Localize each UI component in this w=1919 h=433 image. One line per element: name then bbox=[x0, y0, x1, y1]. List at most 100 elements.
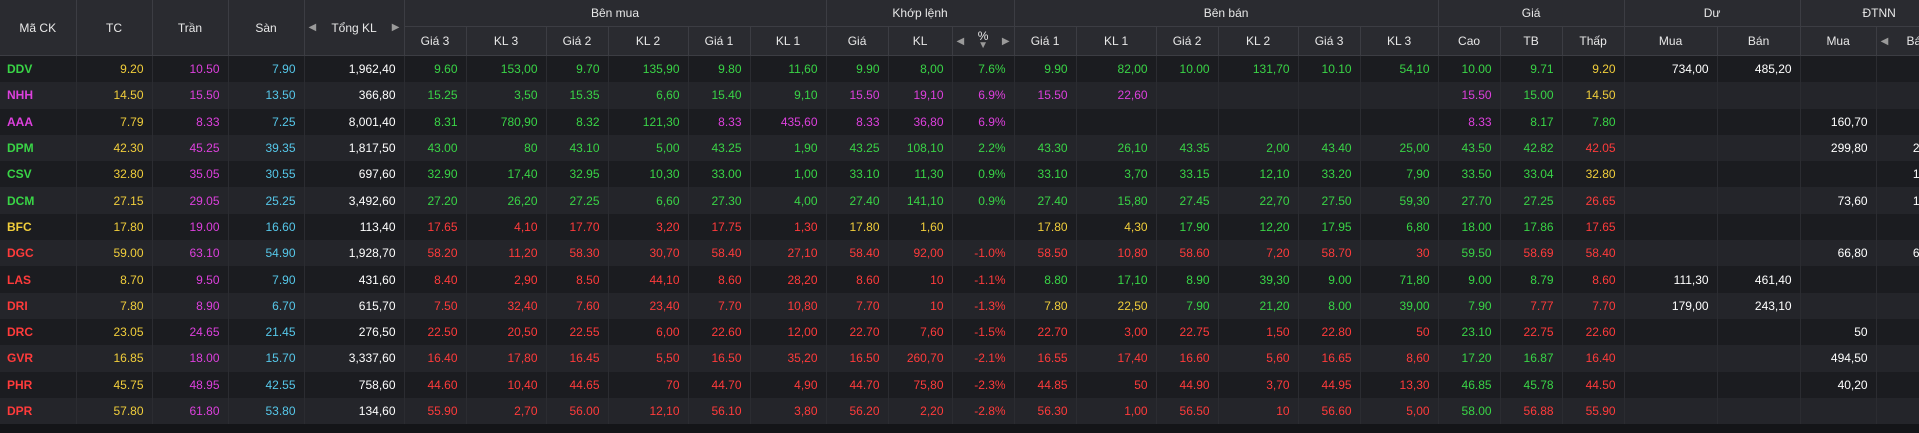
ask-price-3-cell: 10.10 bbox=[1298, 55, 1361, 83]
ask-vol-1-cell: 15,80 bbox=[1076, 187, 1157, 214]
match-price-cell: 16.50 bbox=[826, 345, 889, 372]
total-volume-cell: 3,337,60 bbox=[304, 345, 405, 372]
caret-left-icon[interactable]: ◀ bbox=[956, 35, 965, 47]
bid-vol-2-cell: 10,30 bbox=[608, 161, 689, 188]
ask-vol-2-cell: 3,70 bbox=[1218, 371, 1299, 398]
match-pct-cell: -1.1% bbox=[952, 266, 1015, 293]
table-row[interactable]: DDV 9.20 10.50 7.90 1,962,40 9.60 153,00 9.70 13… bbox=[0, 55, 1919, 83]
table-row[interactable]: AAA 7.79 8.33 7.25 8,001,40 8.31 780,90 8.32 121… bbox=[0, 108, 1919, 135]
match-price-cell: 8.33 bbox=[826, 108, 889, 135]
bid-vol-1-cell: 28,20 bbox=[750, 266, 827, 293]
residual-buy-cell bbox=[1624, 82, 1718, 109]
match-pct-cell: 0.9% bbox=[952, 161, 1015, 188]
bid-price-3-cell: 44.60 bbox=[404, 371, 467, 398]
caret-left-icon[interactable]: ◀ bbox=[1880, 35, 1889, 47]
ceiling-price-cell: 63.10 bbox=[152, 240, 229, 267]
residual-sell-cell: 461,40 bbox=[1717, 266, 1801, 293]
col-symbol[interactable]: Mã CK bbox=[0, 0, 77, 56]
col-high[interactable]: Cao bbox=[1438, 26, 1501, 56]
ceiling-price-cell: 45.25 bbox=[152, 134, 229, 162]
table-row[interactable]: DCM 27.15 29.05 25.25 3,492,60 27.20 26,20 27.2… bbox=[0, 187, 1919, 214]
table-row[interactable]: DPM 42.30 45.25 39.35 1,817,50 43.00 80 43.10 5,… bbox=[0, 134, 1919, 162]
ref-price-cell: 14.50 bbox=[76, 82, 153, 109]
foreign-buy-cell: 73,60 bbox=[1800, 187, 1877, 214]
table-row[interactable]: PHR 45.75 48.95 42.55 758,60 44.60 10,40 44.65 7… bbox=[0, 371, 1919, 398]
foreign-sell-cell: 20 bbox=[1876, 108, 1919, 135]
table-row[interactable]: BFC 17.80 19.00 16.60 113,40 17.65 4,10 17.70 3,… bbox=[0, 213, 1919, 241]
bid-vol-2-cell: 135,90 bbox=[608, 55, 689, 83]
bid-vol-1-cell: 9,10 bbox=[750, 82, 827, 109]
ask-vol-1-cell: 82,00 bbox=[1076, 55, 1157, 83]
col-bid-price-2[interactable]: Giá 2 bbox=[546, 26, 609, 56]
table-row[interactable]: GVR 16.85 18.00 15.70 3,337,60 16.40 17,80 16.4… bbox=[0, 345, 1919, 372]
bid-vol-1-cell: 4,90 bbox=[750, 371, 827, 398]
col-ask-price-1[interactable]: Giá 1 bbox=[1014, 26, 1077, 56]
col-match-vol[interactable]: KL bbox=[888, 26, 953, 56]
col-floor[interactable]: Sàn bbox=[228, 0, 305, 56]
bid-vol-2-cell: 6,60 bbox=[608, 187, 689, 214]
bid-vol-2-cell: 121,30 bbox=[608, 108, 689, 135]
avg-price-cell: 58.69 bbox=[1500, 240, 1563, 267]
table-row[interactable]: LAS 8.70 9.50 7.90 431,60 8.40 2,90 8.50 44,10 8.… bbox=[0, 266, 1919, 293]
col-total-vol[interactable]: ◀ Tổng KL ▶ bbox=[304, 0, 405, 56]
symbol-cell: GVR bbox=[0, 345, 77, 372]
floor-price-cell: 53.80 bbox=[228, 397, 305, 425]
ask-price-1-cell: 56.30 bbox=[1014, 397, 1077, 425]
col-ask-price-2[interactable]: Giá 2 bbox=[1156, 26, 1219, 56]
total-volume-cell: 615,70 bbox=[304, 292, 405, 319]
col-residual-sell[interactable]: Bán bbox=[1717, 26, 1801, 56]
table-row[interactable]: DGC 59.00 63.10 54.90 1,928,70 58.20 11,20 58.3… bbox=[0, 240, 1919, 267]
col-bid-vol-3[interactable]: KL 3 bbox=[466, 26, 547, 56]
ask-vol-1-cell: 26,10 bbox=[1076, 134, 1157, 162]
residual-buy-cell bbox=[1624, 240, 1718, 267]
table-row[interactable]: NHH 14.50 15.50 13.50 366,80 15.25 3,50 15.35 6,… bbox=[0, 82, 1919, 109]
match-vol-cell: 7,60 bbox=[888, 318, 953, 346]
foreign-buy-cell: 66,80 bbox=[1800, 240, 1877, 267]
foreign-buy-cell: 160,70 bbox=[1800, 108, 1877, 135]
col-bid-vol-2[interactable]: KL 2 bbox=[608, 26, 689, 56]
ask-vol-3-cell: 7,90 bbox=[1360, 161, 1439, 188]
col-bid-vol-1[interactable]: KL 1 bbox=[750, 26, 827, 56]
col-ask-vol-1[interactable]: KL 1 bbox=[1076, 26, 1157, 56]
col-foreign-buy[interactable]: Mua bbox=[1800, 26, 1877, 56]
ask-price-2-cell: 17.90 bbox=[1156, 213, 1219, 241]
col-ceil[interactable]: Trần bbox=[152, 0, 229, 56]
col-bid-price-3[interactable]: Giá 3 bbox=[404, 26, 467, 56]
ceiling-price-cell: 10.50 bbox=[152, 55, 229, 83]
col-low[interactable]: Thấp bbox=[1562, 26, 1625, 56]
residual-buy-cell bbox=[1624, 397, 1718, 425]
match-vol-cell: 19,10 bbox=[888, 82, 953, 109]
caret-right-icon[interactable]: ▶ bbox=[391, 22, 400, 33]
floor-price-cell: 7.25 bbox=[228, 108, 305, 135]
caret-left-icon[interactable]: ◀ bbox=[308, 22, 317, 33]
bid-vol-1-cell: 12,00 bbox=[750, 318, 827, 346]
col-ref[interactable]: TC bbox=[76, 0, 153, 56]
col-ask-price-3[interactable]: Giá 3 bbox=[1298, 26, 1361, 56]
ask-vol-1-cell: 22,60 bbox=[1076, 82, 1157, 109]
table-row[interactable]: DPR 57.80 61.80 53.80 134,60 55.90 2,70 56.00 12… bbox=[0, 397, 1919, 425]
col-match-price[interactable]: Giá bbox=[826, 26, 889, 56]
ask-vol-1-cell: 10,80 bbox=[1076, 240, 1157, 267]
total-volume-cell: 134,60 bbox=[304, 397, 405, 425]
table-row[interactable]: DRI 7.80 8.90 6.70 615,70 7.50 32,40 7.60 23,40 7… bbox=[0, 292, 1919, 319]
sort-down-icon[interactable]: ▼ bbox=[978, 40, 988, 51]
table-row[interactable]: CSV 32.80 35.05 30.55 697,60 32.90 17,40 32.95 1… bbox=[0, 161, 1919, 188]
col-residual-buy[interactable]: Mua bbox=[1624, 26, 1718, 56]
bid-vol-3-cell: 153,00 bbox=[466, 55, 547, 83]
bid-price-3-cell: 22.50 bbox=[404, 318, 467, 346]
col-ask-vol-3[interactable]: KL 3 bbox=[1360, 26, 1439, 56]
col-ask-vol-2[interactable]: KL 2 bbox=[1218, 26, 1299, 56]
residual-sell-cell bbox=[1717, 213, 1801, 241]
col-foreign-sell[interactable]: ◀ Bán ▶ bbox=[1876, 26, 1919, 56]
col-bid-price-1[interactable]: Giá 1 bbox=[688, 26, 751, 56]
avg-price-cell: 45.78 bbox=[1500, 371, 1563, 398]
floor-price-cell: 54.90 bbox=[228, 240, 305, 267]
board-rows: DDV 9.20 10.50 7.90 1,962,40 9.60 153,00 9.70 13… bbox=[0, 55, 1919, 425]
ask-vol-2-cell: 7,20 bbox=[1218, 240, 1299, 267]
table-row[interactable]: DRC 23.05 24.65 21.45 276,50 22.50 20,50 22.55 6… bbox=[0, 318, 1919, 346]
col-match-pct[interactable]: ◀ % ▼ ▶ bbox=[952, 26, 1015, 56]
residual-sell-cell bbox=[1717, 108, 1801, 135]
ask-vol-1-cell: 17,40 bbox=[1076, 345, 1157, 372]
col-avg[interactable]: TB bbox=[1500, 26, 1563, 56]
caret-right-icon[interactable]: ▶ bbox=[1001, 35, 1010, 47]
